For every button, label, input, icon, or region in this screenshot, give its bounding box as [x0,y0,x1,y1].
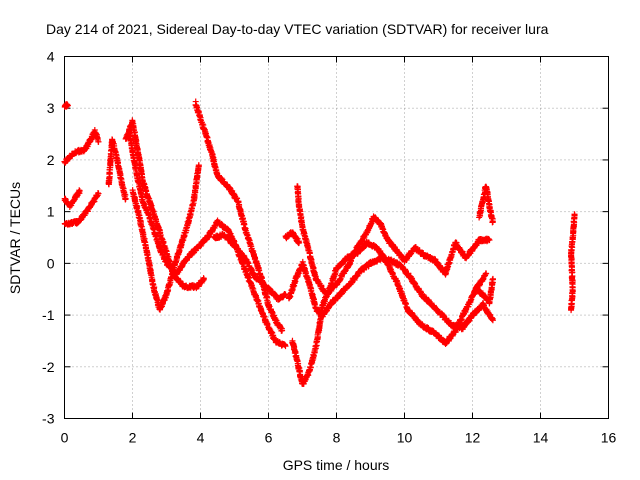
y-tick-label: 3 [47,100,55,116]
data-points [61,98,578,387]
data-point [200,275,207,282]
series-track-n [282,229,303,247]
data-point [95,138,102,145]
x-tick-label: 0 [61,430,69,446]
data-point [148,219,155,226]
x-tick-label: 10 [397,430,413,446]
y-axis-label: SDTVAR / TECUs [7,182,23,294]
data-point [195,162,202,169]
x-tick-label: 4 [197,430,205,446]
data-point [282,291,289,298]
series-track-c [61,187,83,210]
axis-ticks [64,56,609,419]
x-tick-label: 6 [265,430,273,446]
series-track-b [61,127,102,166]
x-tick-label: 14 [533,430,549,446]
data-point [266,285,273,292]
series-track-h [126,128,289,350]
data-point [483,270,490,277]
y-tick-label: 1 [47,204,55,220]
y-tick-label: 0 [47,255,55,271]
data-point [245,260,252,267]
data-point [138,222,145,229]
series-track-d [61,190,102,228]
data-point [489,218,496,225]
data-point [127,137,134,144]
data-point [489,317,496,324]
series-track-o [476,183,496,226]
series-track-q [567,211,578,314]
x-tick-label: 16 [601,430,617,446]
data-point [64,102,71,109]
data-point [489,275,496,282]
series-track-j [210,230,289,303]
data-point [279,327,286,334]
data-point [302,376,309,383]
series-track-a [61,101,71,111]
data-point [122,195,129,202]
chart-title: Day 214 of 2021, Sidereal Day-to-day VTE… [46,21,549,37]
series-track-l [285,254,496,333]
y-tick-label: 2 [47,152,55,168]
data-point [486,237,493,244]
data-point [110,139,116,146]
data-point [264,321,271,328]
y-tick-label: -3 [42,411,55,427]
data-point [571,211,578,218]
data-point [282,343,289,350]
x-tick-label: 2 [129,430,137,446]
data-point [485,236,492,243]
data-point [95,190,102,197]
data-point [179,237,186,244]
x-axis-label: GPS time / hours [283,457,390,473]
data-point [76,187,83,194]
x-tick-label: 12 [465,430,481,446]
data-point [277,324,284,331]
y-tick-label: -2 [42,359,55,375]
data-point [379,225,386,232]
data-point [212,223,219,230]
data-point [296,239,303,246]
series-track-m [294,183,493,298]
data-point [141,238,148,245]
series-track-g [129,162,202,313]
y-tick-label: 4 [47,49,55,65]
data-point [162,258,169,265]
grid-lines [64,56,609,419]
series-track-e [105,136,129,203]
series-track-i [192,98,286,334]
data-point [117,175,124,182]
series-track-p [472,275,496,307]
y-tick-label: -1 [42,307,55,323]
x-tick-label: 8 [333,430,341,446]
data-point [250,285,257,292]
y-tick-labels: -3 -2 -1 0 1 2 3 4 [42,49,55,427]
x-tick-labels: 0 2 4 6 8 10 12 14 16 [61,430,617,446]
series-track-k [289,238,490,387]
